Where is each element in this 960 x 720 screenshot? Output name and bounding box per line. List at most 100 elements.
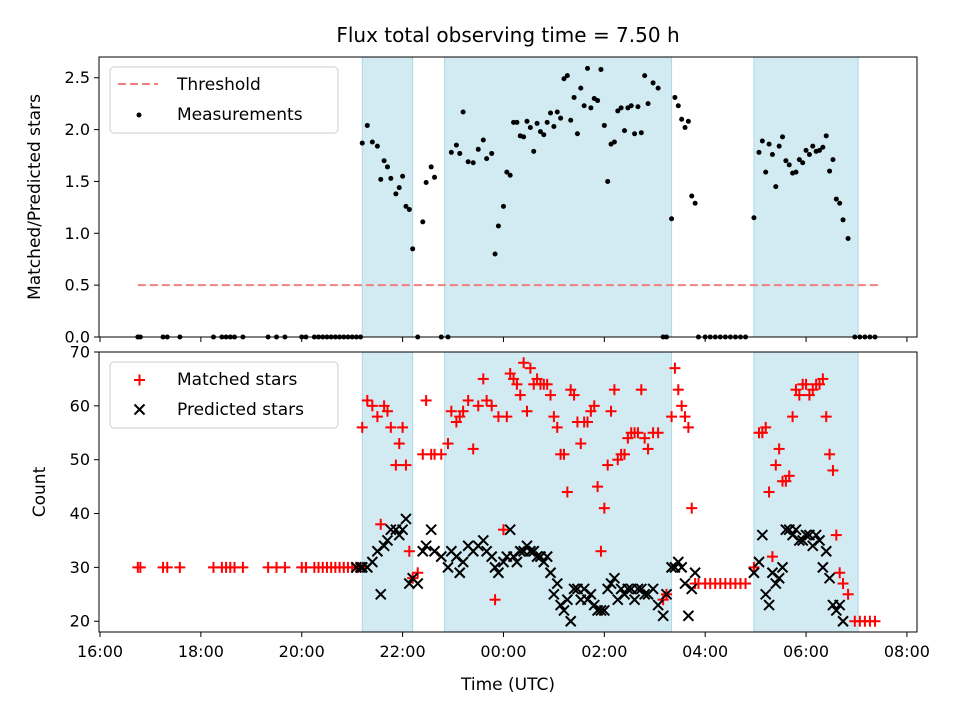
measurement-point xyxy=(793,169,799,175)
predicted-star-point xyxy=(457,556,469,568)
predicted-star-point xyxy=(561,593,574,606)
matched-star-point xyxy=(869,615,881,627)
bottom-y-axis-label: Count xyxy=(30,466,50,517)
top-y-tick-label: 2.0 xyxy=(65,120,90,139)
top-panel: 0.0 0.5 1.0 1.5 2.0 2.5 Matched/Predicted sta… xyxy=(25,56,918,347)
measurement-point xyxy=(803,147,809,153)
x-tick-label: 18:00 xyxy=(178,642,224,661)
measurement-point xyxy=(837,200,843,206)
x-tick-label: 16:00 xyxy=(77,642,123,661)
measurement-point xyxy=(480,137,486,143)
matched-star-point xyxy=(770,459,782,471)
predicted-star-point xyxy=(689,567,701,579)
measurement-point xyxy=(783,158,789,164)
predicted-star-point xyxy=(477,534,489,547)
matched-star-point xyxy=(588,400,600,412)
matched-star-point xyxy=(793,389,805,401)
measurement-point xyxy=(780,134,786,140)
measurement-point xyxy=(504,169,510,175)
shaded-interval-2 xyxy=(753,56,859,338)
measurement-point xyxy=(406,206,412,212)
measurement-point xyxy=(548,110,554,116)
matched-star-point xyxy=(375,518,387,530)
measurement-point xyxy=(551,123,557,129)
matched-star-point xyxy=(763,486,775,498)
predicted-star-point xyxy=(454,567,466,579)
measurement-point xyxy=(420,219,426,225)
predicted-star-point xyxy=(628,593,641,606)
matched-star-point xyxy=(830,529,842,541)
measurement-point xyxy=(460,109,466,115)
predicted-star-point xyxy=(660,588,673,601)
matched-star-point xyxy=(773,443,785,455)
matched-star-point xyxy=(568,389,580,401)
predicted-star-point xyxy=(378,540,390,552)
predicted-star-point xyxy=(412,577,424,590)
measurement-point xyxy=(521,134,527,140)
matched-star-point xyxy=(361,394,373,406)
measurement-point xyxy=(585,65,591,71)
measurement-point xyxy=(669,216,675,222)
measurement-point xyxy=(537,129,543,135)
bottom-y-tick-label: 70 xyxy=(70,343,90,362)
measurement-point xyxy=(489,150,495,156)
matched-star-point xyxy=(827,464,839,476)
measurement-point xyxy=(393,191,399,197)
matched-star-point xyxy=(481,394,493,406)
predicted-star-point xyxy=(817,561,829,574)
measurement-point xyxy=(524,118,530,124)
matched-star-point xyxy=(639,432,651,444)
measurement-point xyxy=(428,164,434,170)
measurement-point xyxy=(475,146,481,152)
predicted-star-point xyxy=(833,599,846,611)
predicted-star-point xyxy=(442,561,454,574)
matched-star-point xyxy=(598,502,610,514)
matched-star-point xyxy=(824,448,836,460)
legend-predicted-label: Predicted stars xyxy=(177,400,304,420)
matched-star-point xyxy=(632,427,644,439)
predicted-star-point xyxy=(773,572,785,584)
bottom-axis-ticks: 20 30 40 50 60 70 16:00 18:00 20:00 22:00 00:00 02:… xyxy=(70,343,930,662)
matched-star-point xyxy=(501,411,513,423)
top-y-tick-label: 0.0 xyxy=(65,328,90,347)
predicted-star-point xyxy=(682,610,695,622)
predicted-star-point xyxy=(776,561,789,574)
predicted-star-point xyxy=(403,577,416,590)
measurement-point xyxy=(621,128,627,134)
chart-title: Flux total observing time = 7.50 h xyxy=(336,23,679,47)
measurement-point xyxy=(571,94,577,100)
measurement-point xyxy=(448,149,454,155)
measurement-point xyxy=(359,140,365,146)
measurement-point xyxy=(759,138,765,144)
measurement-point xyxy=(756,149,762,155)
matched-star-point xyxy=(595,545,607,557)
matched-star-point xyxy=(676,400,688,412)
measurement-point xyxy=(470,160,476,166)
x-tick-label: 00:00 xyxy=(480,642,526,661)
measurement-point xyxy=(396,185,402,191)
matched-star-point xyxy=(400,459,412,471)
measurement-point xyxy=(685,118,691,124)
predicted-star-point xyxy=(551,577,563,590)
x-tick-label: 20:00 xyxy=(279,642,325,661)
measurement-point xyxy=(628,103,634,109)
measurement-point xyxy=(574,131,580,137)
predicted-star-point xyxy=(425,523,437,536)
measurement-point xyxy=(484,156,490,162)
x-axis-label: Time (UTC) xyxy=(460,675,555,695)
matched-star-point xyxy=(541,378,553,390)
matched-star-point xyxy=(524,362,536,374)
predicted-star-point xyxy=(753,556,765,568)
measurement-point xyxy=(786,162,792,168)
matched-star-point xyxy=(686,502,698,514)
measurement-point xyxy=(558,115,564,121)
predicted-star-point xyxy=(435,550,447,563)
predicted-star-point xyxy=(672,556,684,568)
measurement-point xyxy=(495,223,501,229)
measurement-point xyxy=(541,132,547,138)
matched-star-point xyxy=(381,405,393,417)
top-y-tick-label: 1.5 xyxy=(65,172,90,191)
shaded-interval-0 xyxy=(361,351,414,633)
predicted-star-point xyxy=(548,588,560,601)
measurement-point xyxy=(531,148,537,154)
